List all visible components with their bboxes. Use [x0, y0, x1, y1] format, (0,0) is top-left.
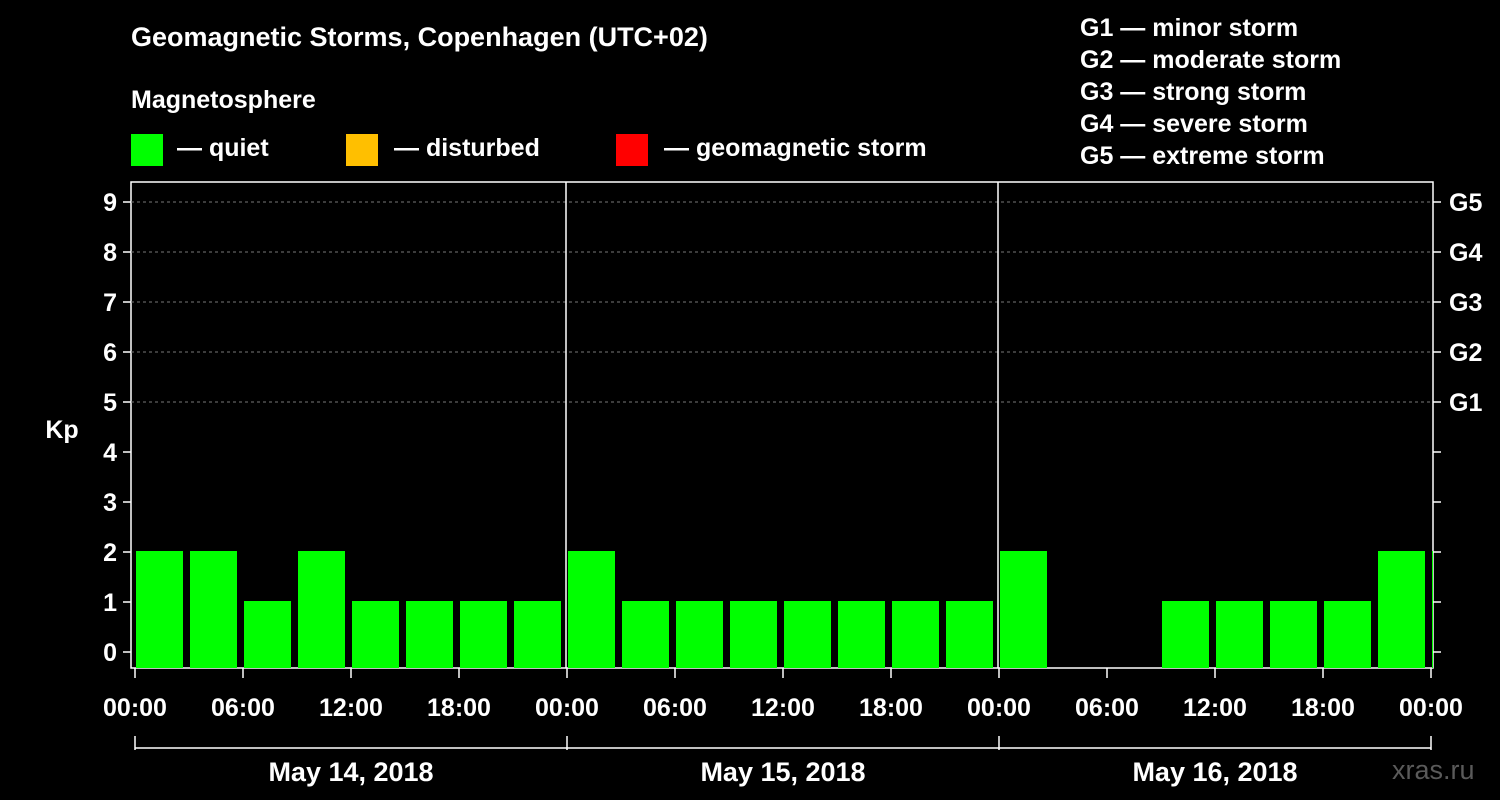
- kp-bar: [676, 601, 723, 668]
- kp-bar: [784, 601, 831, 668]
- kp-bar: [514, 601, 561, 668]
- y-tick-label: 6: [103, 339, 117, 367]
- kp-bar: [406, 601, 453, 668]
- x-tick-label: 12:00: [751, 694, 815, 722]
- legend-quiet-swatch: [131, 134, 163, 166]
- x-tick-label: 18:00: [1291, 694, 1355, 722]
- y-tick-label: 0: [103, 639, 117, 667]
- x-tick-label: 00:00: [1399, 694, 1463, 722]
- kp-bar: [1378, 551, 1425, 668]
- y-tick-label: 4: [103, 439, 117, 467]
- kp-bar: [1162, 601, 1209, 668]
- kp-bar: [1000, 551, 1047, 668]
- storm-scale-g3: G3 — strong storm: [1080, 78, 1307, 106]
- x-tick-label: 06:00: [211, 694, 275, 722]
- y-tick-label: 5: [103, 389, 117, 417]
- x-tick-label: 06:00: [643, 694, 707, 722]
- legend-disturbed-swatch: [346, 134, 378, 166]
- kp-bar: [622, 601, 669, 668]
- kp-bar: [838, 601, 885, 668]
- day-label: May 15, 2018: [700, 757, 865, 787]
- g-scale-label: G3: [1449, 289, 1482, 317]
- storm-scale-g2: G2 — moderate storm: [1080, 46, 1342, 74]
- storm-scale-g1: G1 — minor storm: [1080, 14, 1299, 42]
- kp-bar: [460, 601, 507, 668]
- y-tick-label: 2: [103, 539, 117, 567]
- chart-title: Geomagnetic Storms, Copenhagen (UTC+02): [131, 22, 708, 52]
- x-tick-label: 12:00: [319, 694, 383, 722]
- x-tick-label: 00:00: [103, 694, 167, 722]
- g-scale-label: G5: [1449, 189, 1482, 217]
- x-tick-label: 12:00: [1183, 694, 1247, 722]
- y-axis-label: Kp: [45, 416, 78, 444]
- g-scale-label: G4: [1449, 239, 1482, 267]
- x-tick-label: 06:00: [1075, 694, 1139, 722]
- kp-bar: [1216, 601, 1263, 668]
- g-scale-label: G2: [1449, 339, 1482, 367]
- x-tick-label: 00:00: [535, 694, 599, 722]
- y-tick-label: 1: [103, 589, 117, 617]
- kp-bar: [1324, 601, 1371, 668]
- legend-quiet-label: — quiet: [177, 134, 269, 162]
- kp-bar: [892, 601, 939, 668]
- legend-storm-label: — geomagnetic storm: [664, 134, 927, 162]
- y-tick-label: 3: [103, 489, 117, 517]
- kp-bar: [946, 601, 993, 668]
- storm-scale-g5: G5 — extreme storm: [1080, 142, 1325, 170]
- x-tick-label: 00:00: [967, 694, 1031, 722]
- day-label: May 16, 2018: [1132, 757, 1297, 787]
- kp-bar: [352, 601, 399, 668]
- storm-scale-g4: G4 — severe storm: [1080, 110, 1308, 138]
- watermark: xras.ru: [1392, 755, 1475, 785]
- y-tick-label: 8: [103, 239, 117, 267]
- kp-bar: [136, 551, 183, 668]
- kp-bar: [1432, 551, 1433, 668]
- kp-bar: [298, 551, 345, 668]
- day-label: May 14, 2018: [268, 757, 433, 787]
- kp-bar: [190, 551, 237, 668]
- legend-storm-swatch: [616, 134, 648, 166]
- kp-bar: [1270, 601, 1317, 668]
- x-tick-label: 18:00: [859, 694, 923, 722]
- kp-bar: [244, 601, 291, 668]
- g-scale-label: G1: [1449, 389, 1482, 417]
- legend-disturbed-label: — disturbed: [394, 134, 540, 162]
- magnetosphere-heading: Magnetosphere: [131, 86, 316, 114]
- y-tick-label: 7: [103, 289, 117, 317]
- kp-bar: [568, 551, 615, 668]
- plot-frame: [130, 181, 1434, 669]
- kp-bar: [730, 601, 777, 668]
- y-tick-label: 9: [103, 189, 117, 217]
- x-tick-label: 18:00: [427, 694, 491, 722]
